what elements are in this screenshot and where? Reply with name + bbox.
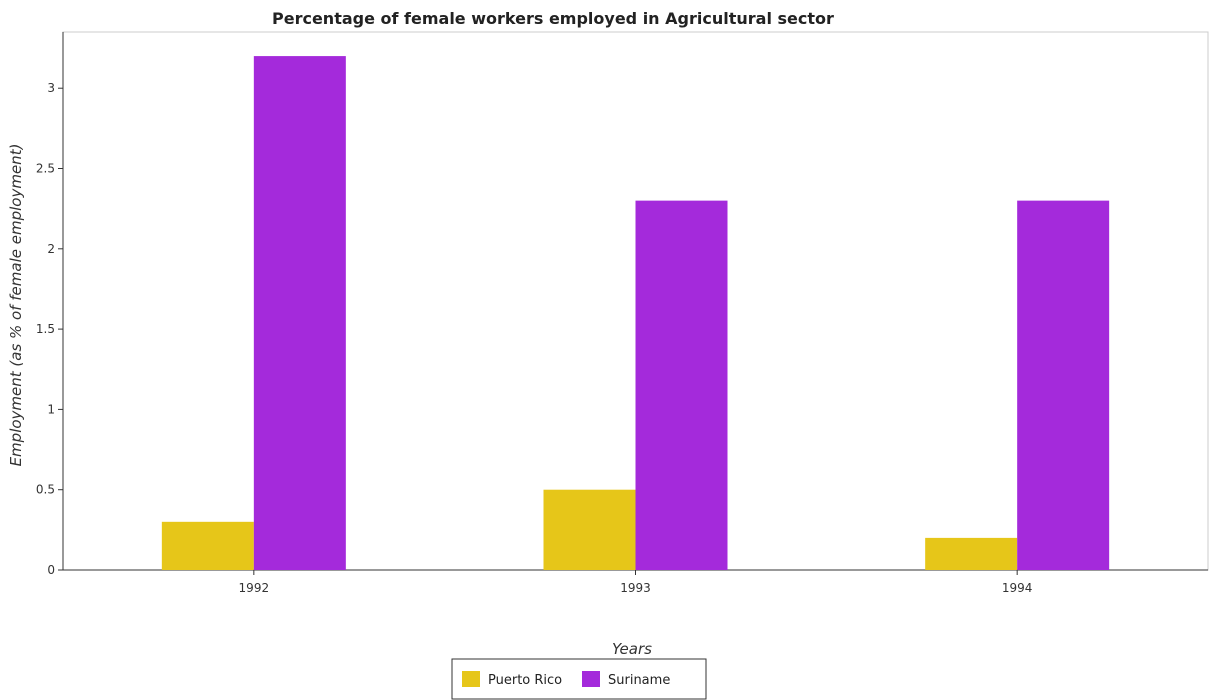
y-tick-label: 2.5 — [36, 162, 55, 176]
x-tick-label: 1994 — [1002, 581, 1033, 595]
x-tick-label: 1993 — [620, 581, 651, 595]
y-axis: 0 0.5 1 1.5 2 2.5 3 — [36, 32, 64, 577]
y-tick-label: 2 — [47, 242, 55, 256]
bar-puerto-rico-1993 — [543, 489, 636, 570]
bar-suriname-1993 — [635, 200, 728, 570]
y-tick-label: 1.5 — [36, 322, 55, 336]
y-tick-label: 0.5 — [36, 483, 55, 497]
x-axis-label: Years — [612, 640, 652, 658]
legend-label: Puerto Rico — [488, 673, 562, 688]
bar-suriname-1992 — [253, 56, 346, 571]
y-tick-label: 3 — [47, 81, 55, 95]
x-tick-label: 1992 — [239, 581, 270, 595]
y-tick-label: 1 — [47, 402, 55, 416]
bar-suriname-1994 — [1017, 200, 1110, 570]
bar-puerto-rico-1994 — [925, 537, 1018, 570]
bars — [161, 56, 1110, 571]
y-tick-label: 0 — [47, 563, 55, 577]
legend-box — [451, 658, 707, 700]
y-axis-label: Employment (as % of female employment) — [7, 144, 25, 467]
legend-swatch — [582, 671, 600, 687]
bar-puerto-rico-1992 — [161, 521, 254, 570]
x-axis: 1992 1993 1994 — [63, 569, 1208, 595]
legend-swatch — [462, 671, 480, 687]
legend-label: Suriname — [608, 673, 670, 688]
legend: Puerto Rico Suriname — [451, 658, 707, 700]
chart-title: Percentage of female workers employed in… — [272, 9, 834, 28]
